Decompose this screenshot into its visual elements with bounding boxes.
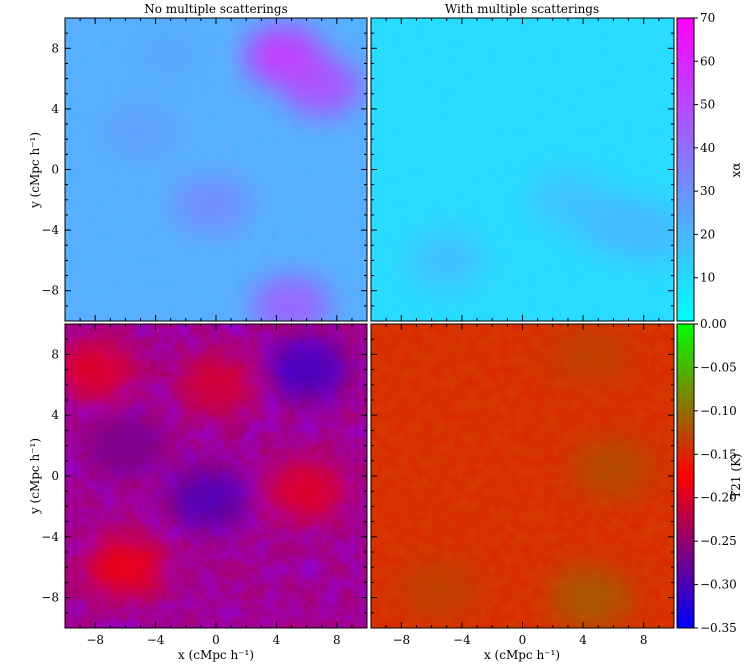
y-tick-label: −4 (41, 223, 59, 237)
colorbar-label: xα (729, 163, 743, 178)
colorbar-tick-label: −0.30 (700, 578, 737, 592)
x-tick-label: −4 (453, 633, 471, 647)
colorbar-gradient (676, 323, 695, 629)
heatmap-feature (168, 468, 249, 529)
heatmap-feature (85, 415, 166, 476)
panel-1 (64, 17, 368, 322)
heatmap-feature (85, 537, 166, 598)
heatmap-feature (406, 230, 487, 291)
x-tick-label: 4 (579, 633, 587, 647)
y-tick-label: −8 (41, 591, 59, 605)
x-axis-label-right: x (cMpc h⁻¹) (484, 648, 560, 662)
colorbar-1 (676, 17, 698, 322)
heatmap-feature (550, 324, 631, 385)
heatmap-feature (130, 25, 211, 86)
y-tick-label: 0 (51, 163, 59, 177)
heatmap-feature (399, 560, 480, 620)
heatmap-feature (266, 339, 347, 400)
heatmap-feature (100, 101, 181, 162)
colorbar-tick-label: −0.05 (700, 360, 737, 374)
panel-3 (64, 323, 368, 629)
heatmap-feature (281, 56, 362, 117)
colorbar-tick-label: −0.35 (700, 621, 737, 635)
colorbar-gradient (676, 17, 695, 322)
x-tick-label: 0 (519, 633, 527, 647)
heatmap-feature (176, 354, 256, 415)
colorbar-tick-label: −0.10 (700, 404, 737, 418)
x-tick-label: 8 (640, 633, 648, 647)
heatmap-feature (527, 169, 608, 230)
tick-marks (65, 324, 367, 628)
heatmap-feature (611, 203, 674, 264)
panel-title-right: With multiple scatterings (445, 2, 599, 16)
y-tick-label: 4 (51, 102, 59, 116)
panel-4 (370, 323, 675, 629)
x-tick-label: −4 (147, 633, 165, 647)
tick-marks (65, 18, 367, 321)
y-axis-label-bottom: y (cMpc h⁻¹) (28, 438, 42, 515)
x-tick-label: −8 (86, 633, 104, 647)
panel-title-left: No multiple scatterings (144, 2, 288, 16)
colorbar-tick-label: −0.15 (700, 447, 737, 461)
heatmap-feature (573, 438, 654, 499)
colorbar-tick-label: 40 (700, 141, 715, 155)
heatmap-feature (550, 567, 631, 628)
y-tick-label: −8 (41, 284, 59, 298)
colorbar-label: T21 (K) (729, 453, 743, 498)
tick-marks (371, 324, 674, 628)
colorbar-tick-label: 60 (700, 54, 715, 68)
y-tick-label: 8 (51, 41, 59, 55)
colorbar-tick-label: 70 (700, 11, 715, 25)
colorbar-tick-label: 0.00 (700, 317, 727, 331)
heatmap-feature (266, 461, 347, 522)
x-tick-label: 0 (212, 633, 220, 647)
x-tick-label: −8 (392, 633, 410, 647)
colorbar-tick-label: −0.25 (700, 534, 737, 548)
heatmap-feature (65, 339, 136, 400)
x-tick-label: 8 (333, 633, 341, 647)
y-tick-label: 8 (51, 347, 59, 361)
colorbar-tick-label: 50 (700, 98, 715, 112)
y-tick-label: 0 (51, 469, 59, 483)
colorbar-tick-label: −0.20 (700, 491, 737, 505)
tick-marks (371, 18, 674, 321)
y-tick-label: 4 (51, 408, 59, 422)
x-axis-label-left: x (cMpc h⁻¹) (178, 648, 254, 662)
colorbar-2 (676, 323, 698, 629)
y-axis-label-top: y (cMpc h⁻¹) (28, 132, 42, 209)
colorbar-tick-label: 30 (700, 184, 715, 198)
x-tick-label: 4 (273, 633, 281, 647)
heatmap-feature (251, 275, 332, 321)
y-tick-label: −4 (41, 530, 59, 544)
colorbar-tick-label: 20 (700, 227, 715, 241)
colorbar-tick-label: 10 (700, 271, 715, 285)
panel-2 (370, 17, 675, 322)
heatmap-feature (171, 174, 252, 235)
